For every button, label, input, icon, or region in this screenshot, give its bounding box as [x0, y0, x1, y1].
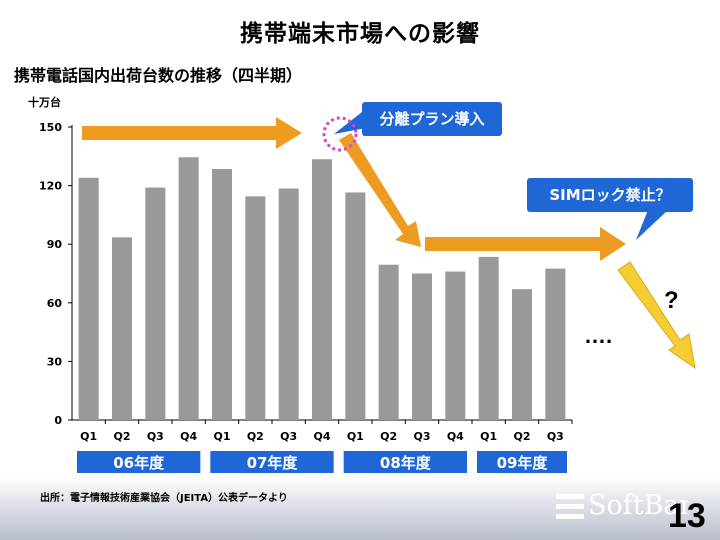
bar [512, 289, 532, 420]
bar [212, 168, 232, 420]
x-tick-label: Q3 [547, 430, 564, 443]
question-mark: ? [664, 287, 679, 314]
x-tick-label: Q2 [380, 430, 397, 443]
trend-arrow-4 [617, 261, 696, 370]
footer-band [0, 478, 720, 540]
fiscal-year-label: 06年度 [113, 454, 165, 472]
fiscal-year-bands: 06年度 07年度 08年度 09年度 [77, 451, 567, 473]
y-tick-label: 0 [54, 414, 62, 427]
bar [545, 268, 566, 420]
y-axis-unit: 十万台 [28, 95, 61, 109]
page-number: 13 [668, 497, 706, 535]
fiscal-year-label: 07年度 [247, 454, 299, 472]
x-tick-label: Q2 [247, 430, 264, 443]
fiscal-year-band [77, 451, 201, 473]
chart-bars [78, 157, 566, 421]
bar [378, 264, 399, 420]
bar [178, 157, 199, 420]
x-tick-label: Q1 [213, 430, 230, 443]
ellipsis: …. [584, 323, 612, 348]
x-tick-label: Q3 [147, 430, 164, 443]
bar [145, 187, 166, 420]
chart-tick-labels: 0 30 60 90 120 150 Q1 Q2 Q3 Q4 Q1 Q2 Q3 Q4 Q1 Q2 Q3 Q4 Q1 Q… [39, 121, 564, 443]
x-tick-label: Q2 [513, 430, 530, 443]
x-tick-label: Q1 [80, 430, 97, 443]
x-tick-label: Q3 [280, 430, 297, 443]
page-title: 携帯端末市場への影響 [240, 21, 480, 47]
callout-pointer-2 [636, 210, 668, 240]
bar [345, 192, 366, 420]
y-tick-label: 150 [39, 121, 62, 134]
y-tick-label: 120 [39, 180, 62, 193]
x-tick-label: Q2 [113, 430, 130, 443]
bar [245, 196, 266, 420]
bar [78, 177, 99, 420]
x-tick-label: Q4 [447, 430, 464, 443]
trend-arrows: ? …. [82, 112, 696, 370]
chart-title: 携帯電話国内出荷台数の推移（四半期） [14, 66, 303, 85]
bar [312, 159, 332, 421]
dotted-highlight-circle [322, 116, 358, 152]
fiscal-year-label: 09年度 [497, 454, 549, 472]
fiscal-year-band [477, 451, 567, 473]
bar [112, 237, 132, 420]
x-tick-label: Q4 [180, 430, 197, 443]
bar-chart: 十万台 0 30 60 90 120 150 Q1 Q2 Q3 Q4 Q1 Q2 Q3 Q4 Q1 Q2 Q3 Q… [28, 95, 696, 473]
y-tick-label: 30 [47, 355, 63, 368]
fiscal-year-band [343, 451, 467, 473]
x-tick-label: Q1 [480, 430, 497, 443]
x-tick-label: Q3 [413, 430, 430, 443]
trend-arrow-2 [339, 133, 421, 247]
softbank-logo-text: SoftBank [588, 490, 688, 521]
y-tick-label: 60 [47, 297, 63, 310]
source-note: 出所：電子情報技術産業協会（JEITA）公表データより [40, 493, 288, 504]
softbank-logo-icon [556, 494, 584, 520]
bar [445, 271, 466, 420]
fiscal-year-band [210, 451, 334, 473]
callout-separation-plan: 分離プラン導入 [362, 102, 502, 136]
trend-arrow-3 [425, 227, 626, 261]
x-tick-label: Q4 [313, 430, 330, 443]
x-tick-label: Q1 [347, 430, 364, 443]
fiscal-year-label: 08年度 [380, 454, 432, 472]
y-tick-label: 90 [47, 238, 63, 251]
bar [478, 256, 499, 420]
callout-sim-lock: SIMロック禁止？ [527, 178, 693, 212]
trend-arrow-1 [82, 117, 302, 149]
bar [412, 273, 432, 420]
bar [278, 188, 299, 420]
